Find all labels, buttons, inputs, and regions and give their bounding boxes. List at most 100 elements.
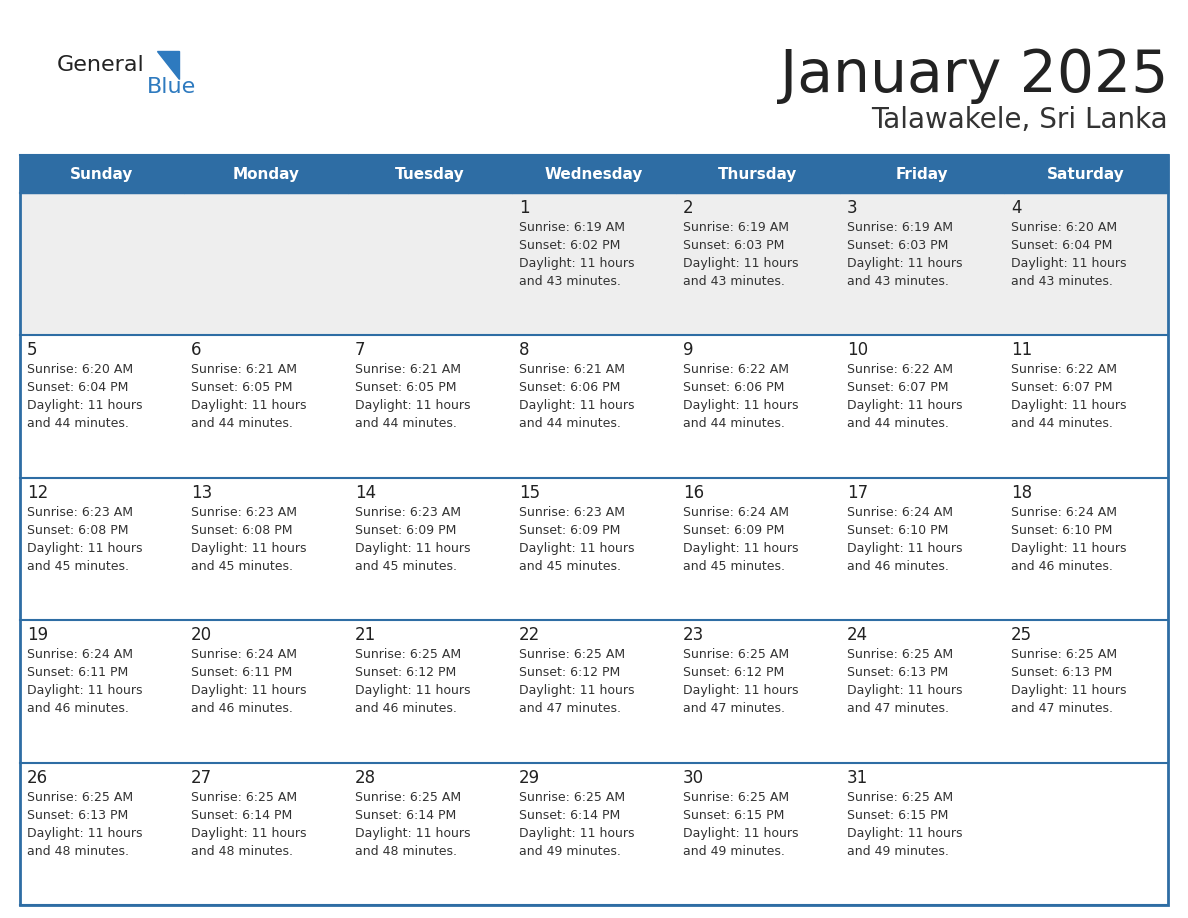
Text: and 45 minutes.: and 45 minutes. xyxy=(683,560,785,573)
Bar xyxy=(20,155,1168,905)
Text: Daylight: 11 hours: Daylight: 11 hours xyxy=(519,399,634,412)
Text: Sunrise: 6:22 AM: Sunrise: 6:22 AM xyxy=(683,364,789,376)
Text: Daylight: 11 hours: Daylight: 11 hours xyxy=(847,684,962,697)
Text: 29: 29 xyxy=(519,768,541,787)
Text: and 44 minutes.: and 44 minutes. xyxy=(191,418,293,431)
Text: Sunrise: 6:21 AM: Sunrise: 6:21 AM xyxy=(519,364,625,376)
Text: 23: 23 xyxy=(683,626,704,644)
Text: 25: 25 xyxy=(1011,626,1032,644)
Text: 4: 4 xyxy=(1011,199,1022,217)
Text: 2: 2 xyxy=(683,199,694,217)
Text: Sunset: 6:03 PM: Sunset: 6:03 PM xyxy=(683,239,784,252)
Text: Sunset: 6:08 PM: Sunset: 6:08 PM xyxy=(191,524,292,537)
Text: Sunset: 6:15 PM: Sunset: 6:15 PM xyxy=(683,809,784,822)
Text: Talawakele, Sri Lanka: Talawakele, Sri Lanka xyxy=(871,106,1168,134)
Text: Sunrise: 6:20 AM: Sunrise: 6:20 AM xyxy=(27,364,133,376)
Text: and 49 minutes.: and 49 minutes. xyxy=(519,845,621,857)
Text: Sunrise: 6:25 AM: Sunrise: 6:25 AM xyxy=(191,790,297,803)
Bar xyxy=(184,763,348,905)
Text: Sunrise: 6:21 AM: Sunrise: 6:21 AM xyxy=(191,364,297,376)
Text: Daylight: 11 hours: Daylight: 11 hours xyxy=(519,684,634,697)
Text: and 45 minutes.: and 45 minutes. xyxy=(519,560,621,573)
Text: Sunset: 6:04 PM: Sunset: 6:04 PM xyxy=(1011,239,1112,252)
Text: 14: 14 xyxy=(355,484,377,502)
Text: 28: 28 xyxy=(355,768,377,787)
Bar xyxy=(348,621,512,763)
Bar xyxy=(348,763,512,905)
Text: 6: 6 xyxy=(191,341,202,360)
Bar xyxy=(1004,155,1168,193)
Text: General: General xyxy=(57,55,145,75)
Text: Sunset: 6:14 PM: Sunset: 6:14 PM xyxy=(355,809,456,822)
Text: and 46 minutes.: and 46 minutes. xyxy=(847,560,949,573)
Bar xyxy=(1004,335,1168,477)
Text: 1: 1 xyxy=(519,199,530,217)
Text: 5: 5 xyxy=(27,341,38,360)
Text: and 46 minutes.: and 46 minutes. xyxy=(191,702,293,715)
Text: Sunrise: 6:25 AM: Sunrise: 6:25 AM xyxy=(27,790,133,803)
Text: Sunset: 6:05 PM: Sunset: 6:05 PM xyxy=(191,381,292,395)
Text: Sunset: 6:09 PM: Sunset: 6:09 PM xyxy=(519,524,620,537)
Text: Daylight: 11 hours: Daylight: 11 hours xyxy=(519,826,634,840)
Text: and 49 minutes.: and 49 minutes. xyxy=(847,845,949,857)
Text: Sunset: 6:02 PM: Sunset: 6:02 PM xyxy=(519,239,620,252)
Text: Sunrise: 6:25 AM: Sunrise: 6:25 AM xyxy=(519,790,625,803)
Text: Daylight: 11 hours: Daylight: 11 hours xyxy=(1011,257,1126,270)
Text: and 47 minutes.: and 47 minutes. xyxy=(683,702,785,715)
Text: 27: 27 xyxy=(191,768,213,787)
Text: Sunset: 6:10 PM: Sunset: 6:10 PM xyxy=(847,524,948,537)
Text: Sunset: 6:09 PM: Sunset: 6:09 PM xyxy=(683,524,784,537)
Bar xyxy=(184,621,348,763)
Text: Sunset: 6:12 PM: Sunset: 6:12 PM xyxy=(355,666,456,679)
Bar xyxy=(512,763,676,905)
Text: and 48 minutes.: and 48 minutes. xyxy=(355,845,457,857)
Text: Daylight: 11 hours: Daylight: 11 hours xyxy=(27,542,143,554)
Text: Daylight: 11 hours: Daylight: 11 hours xyxy=(1011,399,1126,412)
Text: 26: 26 xyxy=(27,768,49,787)
Text: Sunday: Sunday xyxy=(70,166,134,182)
Text: Daylight: 11 hours: Daylight: 11 hours xyxy=(519,257,634,270)
Text: 30: 30 xyxy=(683,768,704,787)
Text: Daylight: 11 hours: Daylight: 11 hours xyxy=(191,399,307,412)
Text: Sunrise: 6:25 AM: Sunrise: 6:25 AM xyxy=(1011,648,1117,661)
Text: and 46 minutes.: and 46 minutes. xyxy=(27,702,128,715)
Text: Sunset: 6:04 PM: Sunset: 6:04 PM xyxy=(27,381,128,395)
Text: Sunset: 6:10 PM: Sunset: 6:10 PM xyxy=(1011,524,1112,537)
Bar xyxy=(512,193,676,335)
Text: Daylight: 11 hours: Daylight: 11 hours xyxy=(847,399,962,412)
Text: Monday: Monday xyxy=(233,166,299,182)
Text: Sunrise: 6:22 AM: Sunrise: 6:22 AM xyxy=(847,364,953,376)
Text: Sunrise: 6:19 AM: Sunrise: 6:19 AM xyxy=(683,221,789,234)
Text: Sunset: 6:09 PM: Sunset: 6:09 PM xyxy=(355,524,456,537)
Bar xyxy=(1004,477,1168,621)
Text: Daylight: 11 hours: Daylight: 11 hours xyxy=(683,684,798,697)
Text: Sunset: 6:14 PM: Sunset: 6:14 PM xyxy=(191,809,292,822)
Text: Sunrise: 6:23 AM: Sunrise: 6:23 AM xyxy=(191,506,297,519)
Bar xyxy=(840,155,1004,193)
Text: Daylight: 11 hours: Daylight: 11 hours xyxy=(191,542,307,554)
Text: 11: 11 xyxy=(1011,341,1032,360)
Text: Friday: Friday xyxy=(896,166,948,182)
Bar xyxy=(1004,621,1168,763)
Bar xyxy=(676,335,840,477)
Bar xyxy=(1004,763,1168,905)
Text: 12: 12 xyxy=(27,484,49,502)
Text: and 44 minutes.: and 44 minutes. xyxy=(1011,418,1113,431)
Text: Sunrise: 6:25 AM: Sunrise: 6:25 AM xyxy=(355,648,461,661)
Text: and 43 minutes.: and 43 minutes. xyxy=(847,275,949,288)
Text: Daylight: 11 hours: Daylight: 11 hours xyxy=(683,399,798,412)
Text: Sunrise: 6:23 AM: Sunrise: 6:23 AM xyxy=(519,506,625,519)
Text: Saturday: Saturday xyxy=(1047,166,1125,182)
Text: and 45 minutes.: and 45 minutes. xyxy=(355,560,457,573)
Text: Wednesday: Wednesday xyxy=(545,166,643,182)
Text: Sunrise: 6:23 AM: Sunrise: 6:23 AM xyxy=(355,506,461,519)
Text: and 47 minutes.: and 47 minutes. xyxy=(519,702,621,715)
Text: and 46 minutes.: and 46 minutes. xyxy=(355,702,457,715)
Text: Sunrise: 6:25 AM: Sunrise: 6:25 AM xyxy=(847,648,953,661)
Text: Sunset: 6:11 PM: Sunset: 6:11 PM xyxy=(27,666,128,679)
Text: 3: 3 xyxy=(847,199,858,217)
Text: 7: 7 xyxy=(355,341,366,360)
Bar xyxy=(676,621,840,763)
Bar xyxy=(1004,193,1168,335)
Text: 15: 15 xyxy=(519,484,541,502)
